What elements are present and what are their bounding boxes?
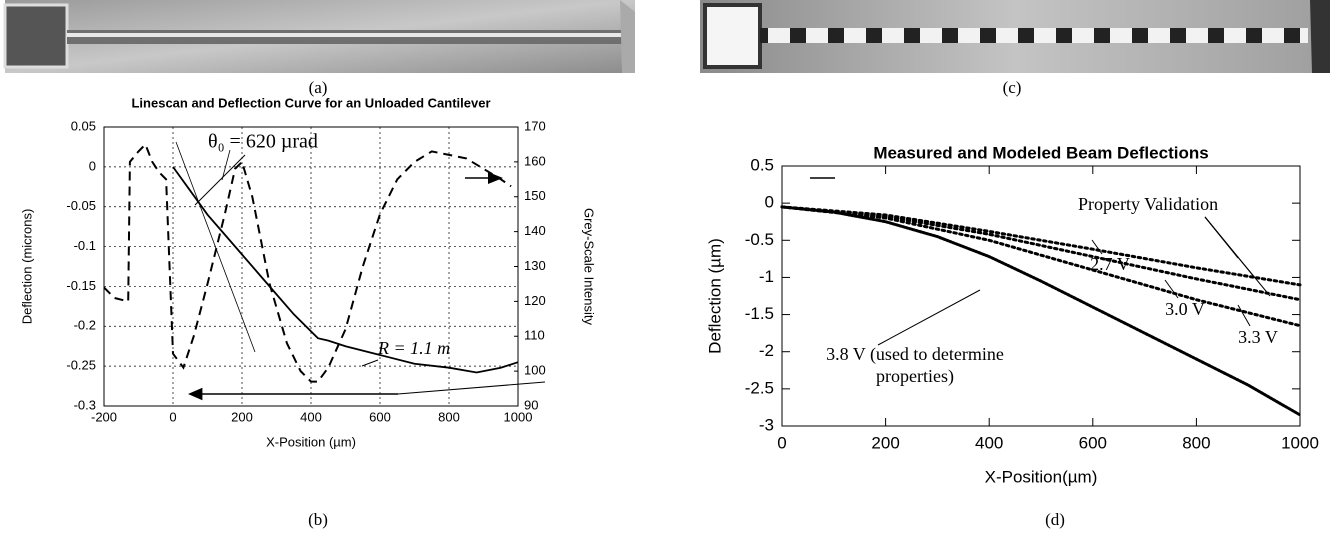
x-axis-label: X-Position(µm) bbox=[985, 467, 1098, 486]
y-tick-label: 0.5 bbox=[750, 155, 774, 174]
y-tick-label: -2.5 bbox=[745, 378, 774, 397]
x-axis-label: X-Position (µm) bbox=[266, 434, 356, 449]
series-label-text: 3.8 V (used to determine properties) bbox=[826, 344, 1004, 386]
arrow-head bbox=[488, 172, 503, 184]
x-tick-label: 600 bbox=[1079, 433, 1107, 452]
y2-tick-label: 160 bbox=[524, 153, 546, 168]
leader-line bbox=[194, 154, 246, 206]
chart-title: Measured and Modeled Beam Deflections bbox=[873, 143, 1208, 162]
y2-tick-label: 90 bbox=[524, 397, 538, 412]
data-line bbox=[780, 205, 1302, 328]
series-label: 3.8 V (used to determine properties) bbox=[826, 344, 1004, 386]
y-tick-label: -1 bbox=[759, 267, 774, 286]
y-tick-label: -1.5 bbox=[745, 304, 774, 323]
caption: (d) bbox=[1045, 510, 1065, 529]
angle-arc bbox=[221, 149, 231, 181]
y2-tick-label: 120 bbox=[524, 293, 546, 308]
chart-title: Linescan and Deflection Curve for an Unl… bbox=[131, 95, 490, 110]
series-label: 3.0 V bbox=[1165, 299, 1205, 319]
x-tick-label: 600 bbox=[369, 409, 391, 424]
data-line bbox=[780, 205, 1302, 417]
caption: (a) bbox=[309, 78, 328, 97]
data-line bbox=[780, 205, 1302, 287]
y-tick-label: -3 bbox=[759, 415, 774, 434]
leader-line bbox=[1204, 216, 1271, 297]
x-tick-label: 1000 bbox=[504, 409, 533, 424]
annotation: Property Validation bbox=[1078, 194, 1218, 214]
x-tick-label: 0 bbox=[777, 433, 786, 452]
y2-tick-label: 110 bbox=[524, 328, 545, 343]
annotation: θ₀ = 620 µrad bbox=[208, 131, 318, 153]
x-tick-label: 400 bbox=[975, 433, 1003, 452]
y-tick-label: -0.3 bbox=[74, 397, 96, 412]
y-tick-label: 0 bbox=[89, 158, 96, 173]
y-tick-label: -0.5 bbox=[745, 230, 774, 249]
micrograph-a bbox=[3, 0, 635, 73]
leader-line bbox=[877, 289, 981, 346]
y-tick-label: 0 bbox=[765, 193, 774, 212]
caption: (c) bbox=[1003, 78, 1022, 97]
leader-line bbox=[361, 359, 379, 367]
y2-tick-label: 100 bbox=[524, 363, 546, 378]
arrow-head bbox=[188, 387, 203, 401]
y2-tick-label: 150 bbox=[524, 188, 546, 203]
annotation: R = 1.1 m bbox=[377, 338, 450, 358]
series-label: 3.3 V bbox=[1238, 327, 1278, 347]
y-tick-label: -0.2 bbox=[74, 318, 96, 333]
y-axis-label: Deflection (microns) bbox=[19, 209, 34, 325]
y-tick-label: -0.05 bbox=[66, 198, 96, 213]
data-line bbox=[103, 142, 512, 383]
caption: (b) bbox=[308, 510, 328, 529]
y-tick-label: 0.05 bbox=[71, 118, 96, 133]
y2-tick-label: 170 bbox=[524, 118, 546, 133]
x-tick-label: 400 bbox=[300, 409, 322, 424]
x-tick-label: 200 bbox=[231, 409, 253, 424]
x-tick-label: -200 bbox=[91, 409, 117, 424]
plot-frame bbox=[781, 165, 1301, 427]
leader-line bbox=[397, 381, 546, 395]
x-tick-label: 200 bbox=[871, 433, 899, 452]
x-tick-label: 1000 bbox=[1281, 433, 1319, 452]
data-line bbox=[780, 205, 1302, 302]
y-tick-label: -0.25 bbox=[66, 358, 96, 373]
x-tick-label: 0 bbox=[169, 409, 176, 424]
data-line bbox=[172, 166, 519, 374]
y-tick-label: -0.15 bbox=[66, 278, 96, 293]
y-tick-label: -0.1 bbox=[74, 238, 96, 253]
x-tick-label: 800 bbox=[438, 409, 460, 424]
leader-line bbox=[175, 141, 256, 353]
y2-tick-label: 130 bbox=[524, 258, 546, 273]
x-tick-label: 800 bbox=[1182, 433, 1210, 452]
y2-tick-label: 140 bbox=[524, 223, 546, 238]
y-tick-label: -2 bbox=[759, 341, 774, 360]
y-axis-label: Deflection (µm) bbox=[705, 238, 724, 354]
plot-frame bbox=[103, 126, 519, 407]
series-label: 2.7 V bbox=[1090, 254, 1130, 274]
y2-axis-label: Grey-Scale Intensity bbox=[582, 208, 597, 326]
leader-line bbox=[1091, 239, 1103, 255]
micrograph-c bbox=[700, 0, 1330, 73]
leader-line bbox=[1237, 304, 1251, 327]
leader-line bbox=[1164, 279, 1179, 299]
